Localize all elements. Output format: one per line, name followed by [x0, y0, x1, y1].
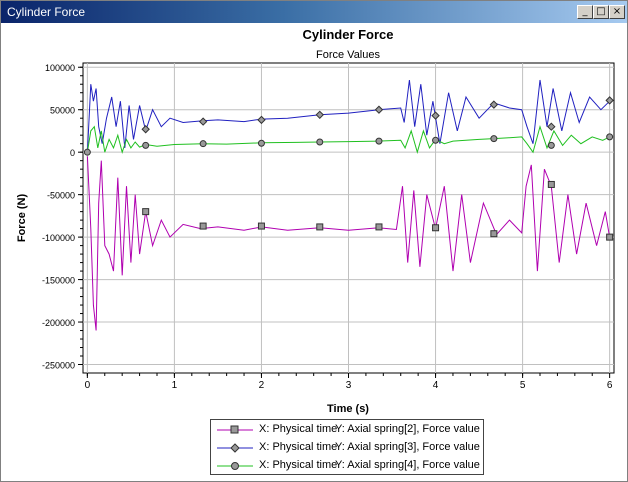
legend-y-label: Y: Axial spring[2], Force value — [335, 423, 480, 435]
data-point-circle — [547, 141, 555, 149]
data-point-circle — [316, 138, 324, 146]
x-tick-label: 2 — [259, 380, 265, 391]
title-bar[interactable]: Cylinder Force _ □ × — [1, 1, 627, 23]
data-point-circle — [375, 137, 383, 145]
data-point-circle — [199, 140, 207, 148]
y-tick-label: -200000 — [42, 318, 75, 328]
chart-title: Cylinder Force — [302, 27, 393, 42]
window-title: Cylinder Force — [7, 5, 86, 19]
data-point-diamond — [315, 110, 324, 120]
data-point-square — [606, 233, 614, 241]
data-point-circle — [83, 148, 91, 156]
x-tick-label: 3 — [346, 380, 352, 391]
data-point-square — [490, 230, 498, 238]
y-tick-label: 50000 — [50, 106, 75, 116]
legend-y-label: Y: Axial spring[3], Force value — [335, 441, 480, 453]
x-tick-label: 5 — [520, 380, 526, 391]
data-point-diamond — [198, 117, 208, 126]
data-point-circle — [606, 133, 614, 141]
legend-swatch-square — [217, 425, 253, 434]
legend-x-label: X: Physical time — [259, 423, 338, 435]
maximize-button[interactable]: □ — [593, 5, 609, 19]
data-point-square — [547, 180, 555, 188]
data-point-square — [432, 224, 440, 232]
legend-x-label: X: Physical time — [259, 441, 338, 453]
data-point-diamond — [431, 111, 440, 120]
x-tick-label: 6 — [607, 380, 613, 391]
data-point-square — [142, 208, 150, 216]
minimize-button[interactable]: _ — [577, 5, 593, 19]
legend-swatch-diamond — [217, 443, 253, 453]
data-point-square — [375, 223, 383, 231]
data-point-diamond — [605, 96, 614, 105]
data-point-circle — [142, 141, 150, 149]
y-tick-label: -100000 — [42, 233, 75, 243]
data-point-diamond — [374, 105, 384, 114]
data-point-diamond — [489, 100, 499, 109]
data-point-square — [257, 222, 265, 230]
y-axis-label: Force (N) — [16, 194, 28, 243]
y-tick-label: 100000 — [45, 63, 75, 73]
data-point-square — [199, 222, 207, 230]
data-point-diamond — [547, 122, 556, 131]
x-tick-label: 4 — [433, 380, 439, 391]
y-tick-label: -150000 — [42, 276, 75, 286]
data-point-diamond — [141, 125, 150, 134]
legend-y-label: Y: Axial spring[4], Force value — [335, 459, 480, 471]
legend-item-spring-2[interactable]: X: Physical time Y: Axial spring[2], For… — [211, 421, 483, 439]
legend-swatch-circle — [217, 462, 253, 470]
series-line-4 — [86, 124, 610, 155]
data-point-square — [316, 223, 324, 231]
chart-svg: Cylinder Force Force Values Time (s) For… — [16, 27, 615, 415]
data-point-circle — [490, 135, 498, 143]
data-point-diamond — [257, 115, 266, 125]
x-axis-label: Time (s) — [327, 403, 369, 415]
close-button[interactable]: × — [609, 5, 625, 19]
x-tick-label: 0 — [85, 380, 91, 391]
x-tick-label: 1 — [172, 380, 178, 391]
y-tick-label: -250000 — [42, 361, 75, 371]
y-tick-label: -50000 — [47, 191, 75, 201]
data-point-circle — [257, 139, 265, 147]
chart-area: Cylinder Force Force Values Time (s) For… — [1, 23, 627, 481]
legend-item-spring-3[interactable]: X: Physical time Y: Axial spring[3], For… — [211, 439, 483, 457]
chart-subtitle: Force Values — [316, 49, 380, 61]
legend-item-spring-4[interactable]: X: Physical time Y: Axial spring[4], For… — [211, 457, 483, 475]
y-tick-label: 0 — [70, 148, 75, 158]
legend: X: Physical time Y: Axial spring[2], For… — [210, 419, 484, 475]
data-point-circle — [432, 136, 440, 144]
legend-x-label: X: Physical time — [259, 459, 338, 471]
